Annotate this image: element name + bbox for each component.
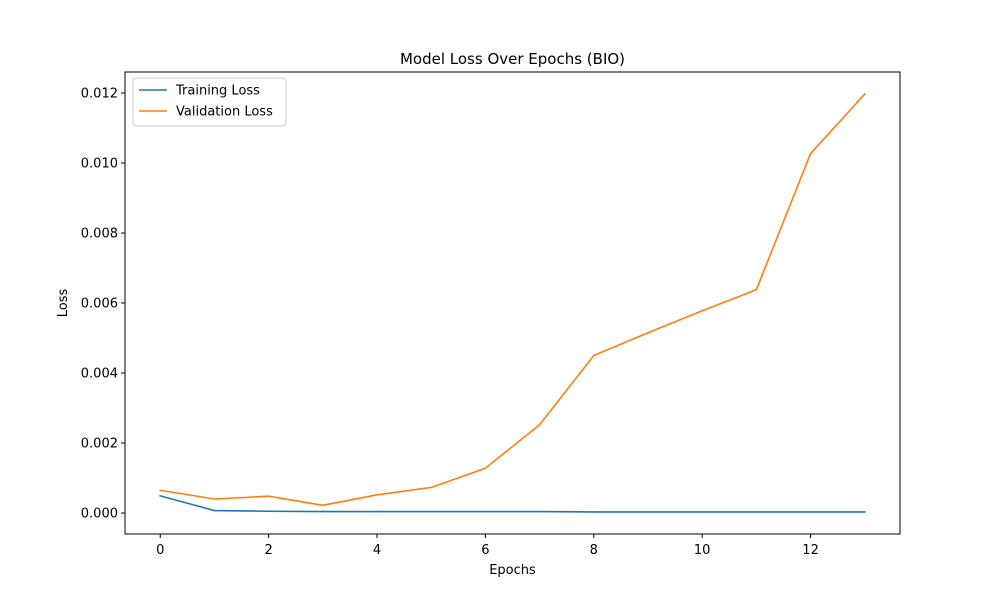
- series-line-training-loss: [159, 494, 866, 513]
- y-axis-title: Loss: [56, 289, 71, 318]
- y-tick-label: 0.012: [81, 87, 118, 102]
- x-axis-title: Epochs: [489, 563, 536, 578]
- series-line-validation-loss: [159, 92, 866, 507]
- x-tick-label: 8: [590, 543, 598, 558]
- legend-label: Training Loss: [175, 84, 260, 99]
- series-lines: [159, 92, 866, 513]
- x-tick-label: 4: [373, 543, 381, 558]
- x-tick-label: 10: [694, 543, 711, 558]
- y-tick-label: 0.006: [81, 297, 118, 312]
- x-tick-label: 0: [156, 543, 164, 558]
- x-tick-label: 12: [802, 543, 819, 558]
- chart-title: Model Loss Over Epochs (BIO): [400, 50, 625, 68]
- y-tick-label: 0.004: [81, 367, 118, 382]
- y-tick-label: 0.010: [81, 157, 118, 172]
- y-tick-label: 0.002: [81, 437, 118, 452]
- y-tick-label: 0.000: [81, 507, 118, 522]
- y-tick-label: 0.008: [81, 227, 118, 242]
- legend-label: Validation Loss: [176, 105, 273, 120]
- x-axis: 0 2 4 6 8 10 12: [156, 534, 819, 558]
- legend: Training Loss Validation Loss: [132, 77, 287, 127]
- y-axis: 0.000 0.002 0.004 0.006 0.008 0.010 0.012: [81, 87, 125, 522]
- x-tick-label: 6: [481, 543, 489, 558]
- x-tick-label: 2: [264, 543, 272, 558]
- legend-box: [132, 77, 287, 127]
